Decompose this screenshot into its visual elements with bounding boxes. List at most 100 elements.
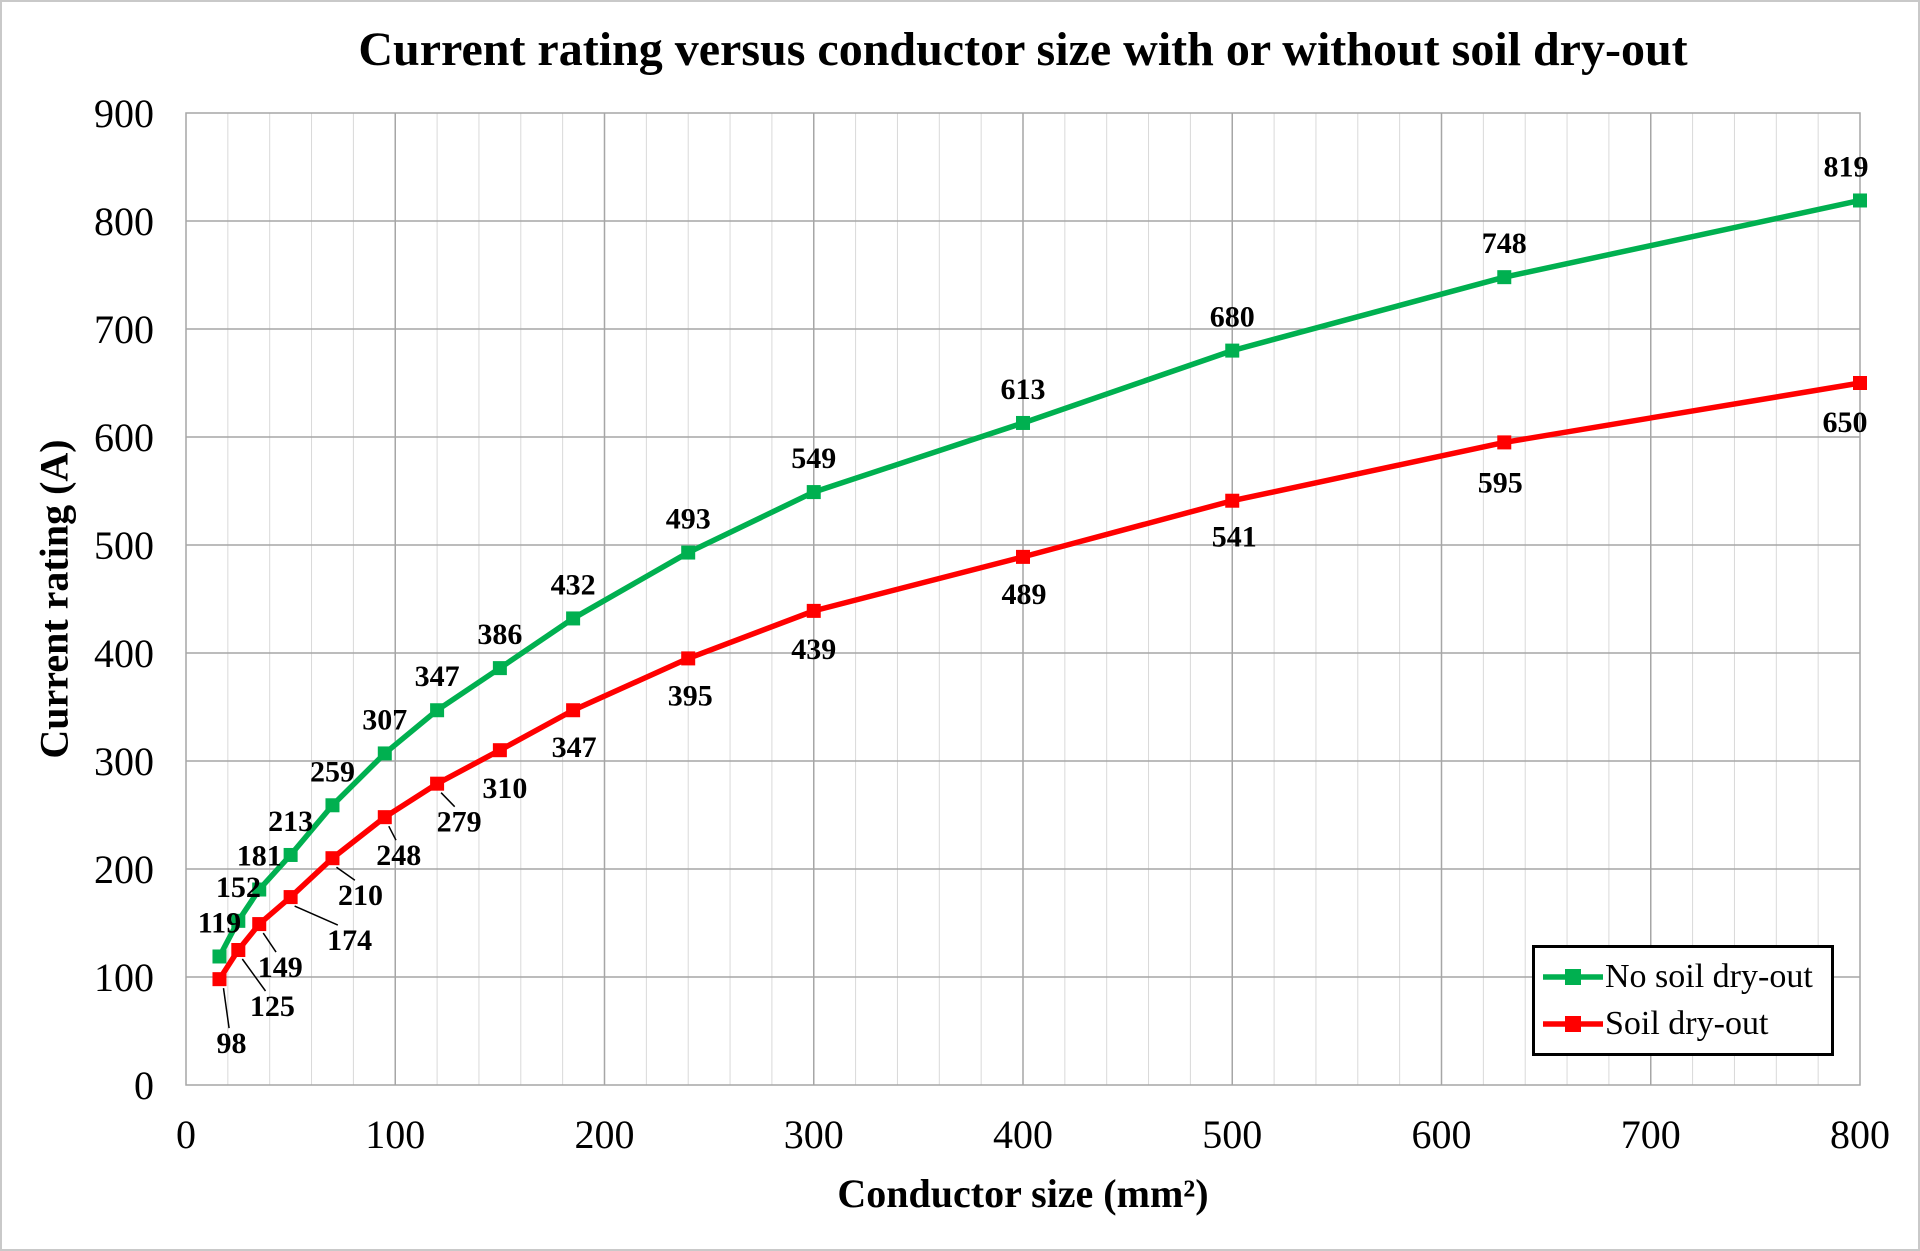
legend-marker-soil-dry-out <box>1543 1016 1603 1033</box>
data-point-marker-soil-dry-out <box>430 776 445 791</box>
chart-title: Current rating versus conductor size wit… <box>358 23 1688 76</box>
y-tick-label: 300 <box>94 739 154 784</box>
data-point-marker-soil-dry-out <box>806 603 821 618</box>
data-point-marker-no-soil-dry-out <box>1497 270 1512 285</box>
label-leader-line <box>440 792 456 808</box>
x-axis-title: Conductor size (mm²) <box>837 1171 1209 1216</box>
data-label-no-soil-dry-out: 259 <box>310 755 355 788</box>
x-tick-label: 200 <box>575 1112 635 1157</box>
data-point-marker-soil-dry-out <box>231 943 246 957</box>
label-leader-line <box>241 958 267 992</box>
data-point-marker-no-soil-dry-out <box>1225 343 1240 358</box>
data-point-marker-soil-dry-out <box>1016 549 1030 564</box>
x-tick-label: 400 <box>993 1112 1053 1157</box>
data-label-soil-dry-out: 595 <box>1478 466 1523 499</box>
legend-label: No soil dry-out <box>1605 957 1813 995</box>
data-point-marker-no-soil-dry-out <box>231 913 246 928</box>
x-tick-label: 500 <box>1202 1112 1262 1157</box>
y-tick-label: 800 <box>94 199 154 244</box>
data-label-soil-dry-out: 248 <box>376 839 421 872</box>
y-tick-label: 700 <box>94 307 154 352</box>
data-label-no-soil-dry-out: 213 <box>268 805 313 838</box>
data-point-marker-soil-dry-out <box>1225 493 1240 508</box>
data-point-marker-soil-dry-out <box>566 703 581 718</box>
data-label-soil-dry-out: 174 <box>327 924 372 957</box>
legend-label: Soil dry-out <box>1605 1005 1769 1043</box>
data-point-marker-soil-dry-out <box>252 917 267 932</box>
y-tick-label: 600 <box>94 415 154 460</box>
data-point-marker-no-soil-dry-out <box>492 661 507 676</box>
y-tick-label: 200 <box>94 847 154 892</box>
data-point-marker-soil-dry-out <box>212 972 227 987</box>
label-leader-line <box>222 988 230 1029</box>
data-label-no-soil-dry-out: 386 <box>477 618 522 651</box>
series-line-soil-dry-out <box>216 380 1863 982</box>
data-label-soil-dry-out: 347 <box>552 731 597 764</box>
data-label-no-soil-dry-out: 613 <box>1001 373 1046 406</box>
data-label-no-soil-dry-out: 493 <box>666 503 711 536</box>
data-point-marker-soil-dry-out <box>1497 435 1512 450</box>
y-tick-label: 900 <box>94 91 154 136</box>
data-label-no-soil-dry-out: 152 <box>216 871 261 904</box>
data-point-marker-no-soil-dry-out <box>430 703 445 718</box>
data-label-no-soil-dry-out: 181 <box>237 840 282 873</box>
data-point-marker-no-soil-dry-out <box>377 746 392 761</box>
data-label-no-soil-dry-out: 819 <box>1824 150 1869 183</box>
data-label-no-soil-dry-out: 549 <box>791 442 836 475</box>
x-tick-label: 100 <box>365 1112 425 1157</box>
legend-marker-no-soil-dry-out <box>1543 968 1603 985</box>
x-tick-label: 700 <box>1621 1112 1681 1157</box>
data-label-soil-dry-out: 98 <box>216 1027 246 1060</box>
data-label-soil-dry-out: 650 <box>1823 406 1868 439</box>
data-label-soil-dry-out: 541 <box>1212 521 1257 554</box>
data-label-no-soil-dry-out: 680 <box>1210 301 1255 334</box>
data-point-marker-soil-dry-out <box>325 851 340 866</box>
x-tick-label: 600 <box>1412 1112 1472 1157</box>
data-point-marker-no-soil-dry-out <box>212 949 227 964</box>
data-label-no-soil-dry-out: 119 <box>198 906 241 939</box>
data-point-marker-soil-dry-out <box>681 651 696 666</box>
data-point-marker-no-soil-dry-out <box>806 485 821 500</box>
label-leader-line <box>262 932 277 953</box>
data-point-marker-soil-dry-out <box>492 743 507 758</box>
data-label-soil-dry-out: 210 <box>338 879 383 912</box>
data-point-marker-soil-dry-out <box>377 810 392 825</box>
data-point-marker-no-soil-dry-out <box>283 847 298 862</box>
data-point-marker-soil-dry-out <box>1853 376 1867 390</box>
data-label-no-soil-dry-out: 347 <box>415 660 460 693</box>
data-label-soil-dry-out: 279 <box>437 806 482 839</box>
data-label-soil-dry-out: 489 <box>1002 578 1047 611</box>
data-label-soil-dry-out: 310 <box>482 772 527 805</box>
label-leader-line <box>336 866 356 881</box>
y-tick-label: 400 <box>94 631 154 676</box>
y-tick-label: 500 <box>94 523 154 568</box>
data-point-marker-no-soil-dry-out <box>566 611 581 626</box>
label-leader-line <box>294 905 339 926</box>
data-point-marker-no-soil-dry-out <box>1016 415 1030 430</box>
legend-item-no-soil-dry-out: No soil dry-out <box>1543 958 1831 996</box>
data-point-marker-no-soil-dry-out <box>325 798 340 813</box>
legend-item-soil-dry-out: Soil dry-out <box>1543 1005 1831 1043</box>
label-leader-line <box>388 825 397 841</box>
data-point-marker-no-soil-dry-out <box>681 545 696 560</box>
data-label-soil-dry-out: 125 <box>250 990 295 1023</box>
x-tick-label: 800 <box>1830 1112 1890 1157</box>
data-point-marker-no-soil-dry-out <box>252 882 267 897</box>
legend: No soil dry-out Soil dry-out <box>1532 945 1834 1056</box>
y-tick-label: 100 <box>94 955 154 1000</box>
data-label-no-soil-dry-out: 432 <box>551 568 596 601</box>
data-point-marker-no-soil-dry-out <box>1853 193 1867 208</box>
data-label-soil-dry-out: 439 <box>791 633 836 666</box>
plot-border <box>185 112 1861 1086</box>
data-label-soil-dry-out: 149 <box>258 951 303 984</box>
data-point-marker-soil-dry-out <box>283 890 298 905</box>
x-tick-label: 300 <box>784 1112 844 1157</box>
y-tick-label: 0 <box>134 1063 154 1108</box>
data-label-no-soil-dry-out: 307 <box>362 703 407 736</box>
x-tick-label: 0 <box>176 1112 196 1157</box>
data-label-soil-dry-out: 395 <box>668 679 713 712</box>
y-axis-title: Current rating (A) <box>31 439 77 759</box>
data-label-no-soil-dry-out: 748 <box>1482 227 1527 260</box>
